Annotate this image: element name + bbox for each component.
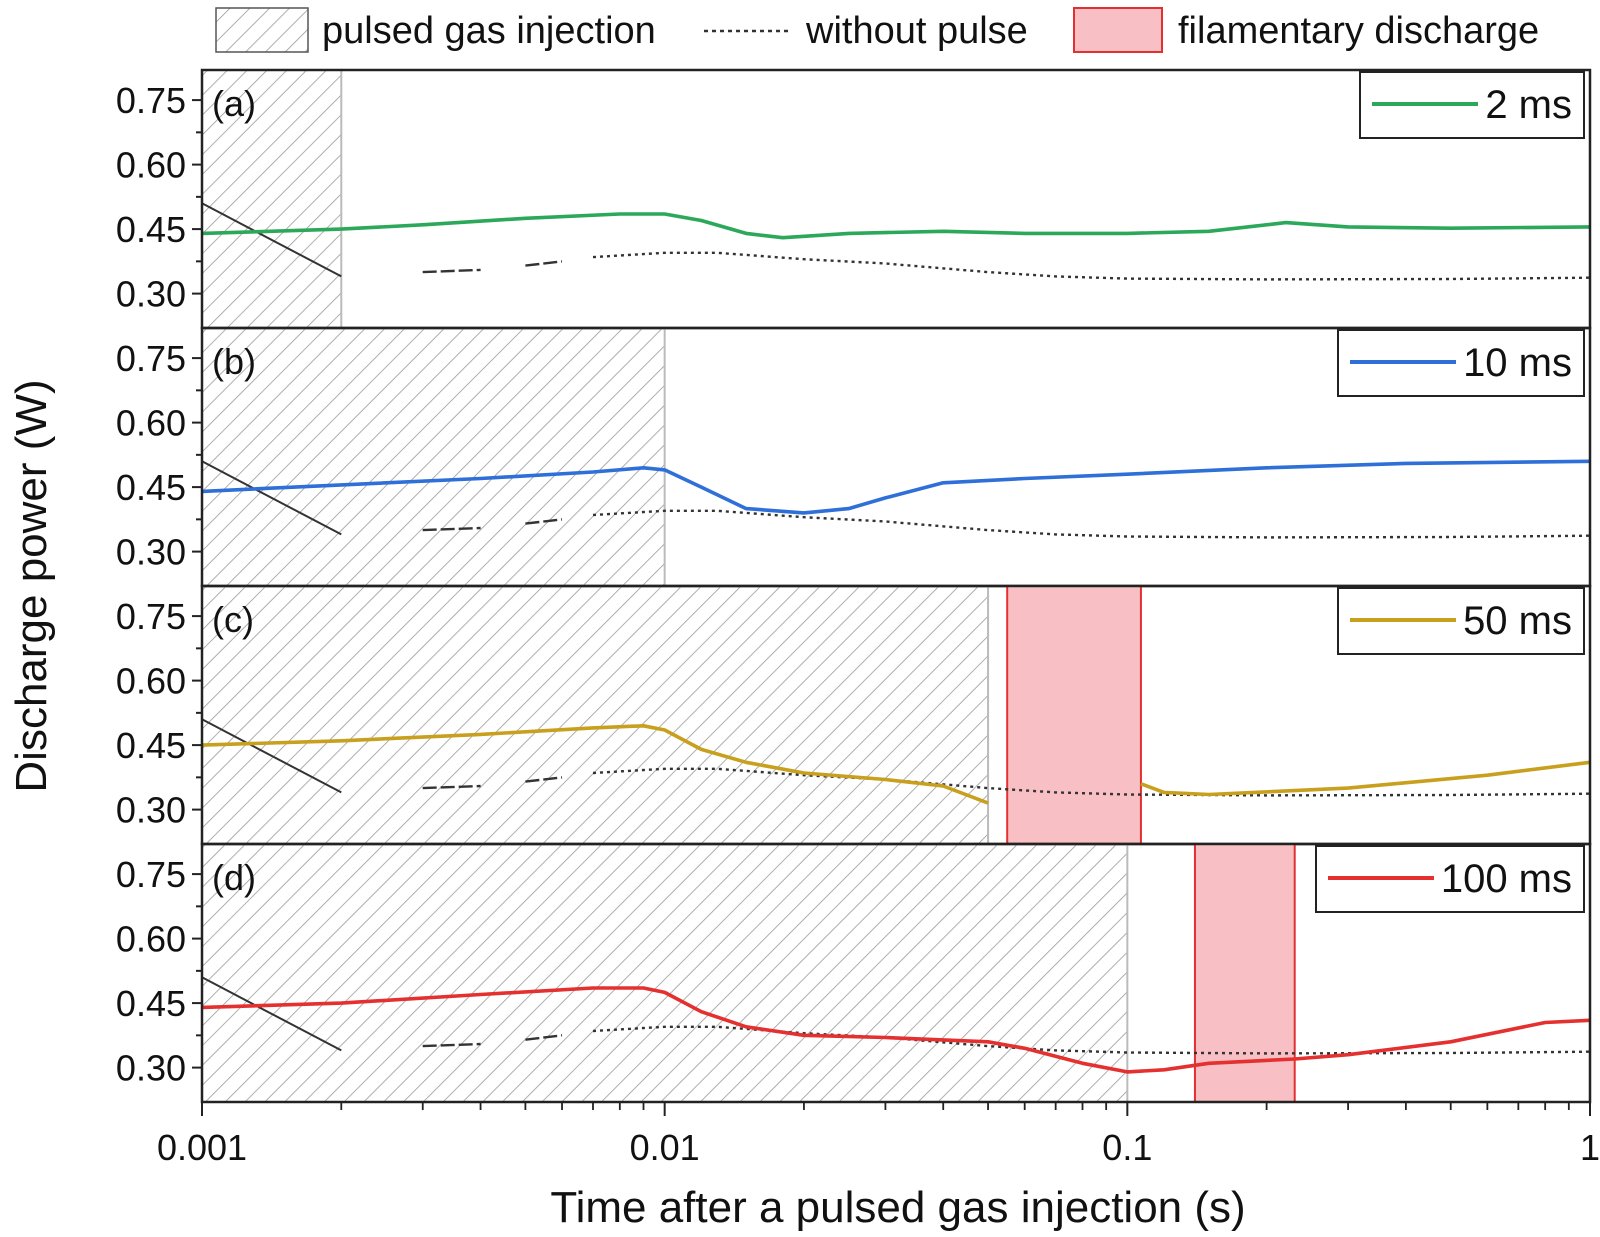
panel-c: 0.75 0.60 0.45 0.30 (c) 50 ms: [116, 584, 1592, 846]
series-legend-label: 2 ms: [1485, 83, 1572, 127]
y-tick-label: 0.75: [116, 854, 186, 895]
y-axis-label: Discharge power (W): [7, 379, 56, 792]
without-pulse-line: [592, 1025, 1591, 1055]
y-tick-label: 0.30: [116, 1048, 186, 1089]
without-pulse-line: [422, 526, 481, 532]
without-pulse-line: [592, 767, 1591, 797]
legend-swatch-hatch: [215, 7, 309, 53]
without-pulse-line: [422, 268, 481, 274]
y-tick-label: 0.60: [116, 919, 186, 960]
x-tick-label: 0.1: [1102, 1127, 1152, 1168]
without-pulse-line: [525, 1034, 563, 1041]
without-pulse-line: [525, 260, 563, 267]
panel-a: 0.75 0.60 0.45 0.30 (a) 2 ms: [116, 68, 1592, 330]
y-tick-label: 0.75: [116, 596, 186, 637]
legend-label-filamentary-discharge: filamentary discharge: [1178, 10, 1539, 52]
panel-b: 0.75 0.60 0.45 0.30 (b) 10 ms: [116, 326, 1592, 588]
series-line: [201, 723, 989, 805]
y-tick-label: 0.30: [116, 274, 186, 315]
y-tick-label: 0.60: [116, 403, 186, 444]
without-pulse-line: [592, 509, 1591, 539]
without-pulse-line: [422, 1042, 481, 1048]
filament-region: [1006, 585, 1142, 845]
x-tick-label: 0.001: [157, 1127, 247, 1168]
y-tick-label: 0.75: [116, 80, 186, 121]
series-legend-label: 50 ms: [1463, 599, 1572, 643]
y-tick-label: 0.45: [116, 467, 186, 508]
x-axis-label: Time after a pulsed gas injection (s): [550, 1183, 1245, 1232]
x-tick-label: 0.01: [630, 1127, 700, 1168]
legend-label-without-pulse: without pulse: [805, 10, 1028, 52]
pulse-region: [202, 844, 1128, 1102]
series-line: [1140, 760, 1591, 797]
series-legend-label: 100 ms: [1441, 857, 1572, 901]
series-line: [201, 986, 1591, 1074]
panel-frame: [200, 842, 1592, 1104]
y-tick-label: 0.45: [116, 209, 186, 250]
series-line: [201, 212, 1591, 240]
series-legend-label: 10 ms: [1463, 341, 1572, 385]
without-pulse-line: [422, 784, 481, 790]
y-tick-label: 0.60: [116, 145, 186, 186]
y-tick-label: 0.45: [116, 983, 186, 1024]
without-pulse-line: [201, 202, 342, 278]
y-tick-label: 0.45: [116, 725, 186, 766]
top-legend: pulsed gas injection without pulse filam…: [215, 7, 1539, 53]
pulse-region: [202, 586, 989, 844]
without-pulse-line: [201, 460, 342, 536]
x-tick-label: 1: [1580, 1127, 1600, 1168]
pulse-region: [202, 70, 342, 328]
panel-label: (b): [212, 341, 256, 382]
panels: 0.75 0.60 0.45 0.30 (a) 2 ms 0.75 0.60 0.45 0.30 (…: [116, 68, 1592, 1104]
panel-label: (c): [212, 599, 254, 640]
y-tick-label: 0.75: [116, 338, 186, 379]
without-pulse-line: [201, 976, 342, 1052]
y-tick-label: 0.30: [116, 790, 186, 831]
y-tick-label: 0.60: [116, 661, 186, 702]
without-pulse-line: [592, 251, 1591, 281]
legend-label-pulsed-gas-injection: pulsed gas injection: [322, 10, 656, 52]
legend-swatch-filament: [1073, 7, 1163, 53]
without-pulse-line: [201, 718, 342, 794]
pulse-region: [202, 328, 665, 586]
panel-d: 0.75 0.60 0.45 0.30 (d) 100 ms: [116, 842, 1592, 1104]
panel-label: (d): [212, 857, 256, 898]
series-line: [201, 459, 1591, 515]
without-pulse-line: [525, 518, 563, 525]
x-axis: 0.001 0.01 0.1 1: [157, 1102, 1600, 1168]
y-tick-label: 0.30: [116, 532, 186, 573]
panel-label: (a): [212, 83, 256, 124]
without-pulse-line: [525, 776, 563, 783]
